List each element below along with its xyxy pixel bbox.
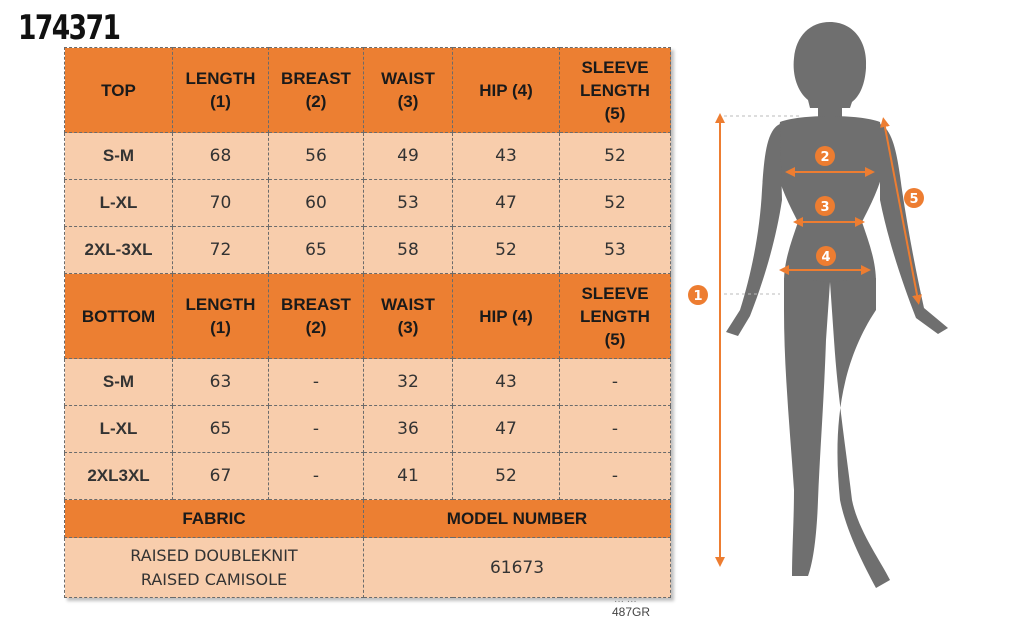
table-cell: 41 xyxy=(363,452,453,500)
table-cell: 58 xyxy=(363,226,453,274)
table-cell: 43 xyxy=(452,358,560,406)
table-cell: - xyxy=(268,405,364,453)
table-cell: 72 xyxy=(172,226,269,274)
table-cell: 53 xyxy=(559,226,671,274)
table-row: L-XL 70 60 53 47 52 xyxy=(64,179,671,227)
table-row: S-M 63-32 43- xyxy=(64,358,671,406)
size-label: 2XL3XL xyxy=(64,452,173,500)
length-arrow xyxy=(715,113,800,567)
model-number-header: MODEL NUMBER xyxy=(363,499,671,538)
marker-1-label: 1 xyxy=(693,289,702,304)
bottom-header-cell: BREAST (2) xyxy=(268,273,364,359)
body-measurement-figure: 1 2 3 4 5 xyxy=(688,22,948,588)
bottom-header-row: BOTTOM LENGTH (1) BREAST (2) WAIST (3) HIP (… xyxy=(64,273,671,359)
bottom-header-cell: WAIST (3) xyxy=(363,273,453,359)
table-row: S-M 68 56 49 43 52 xyxy=(64,132,671,180)
table-cell: - xyxy=(559,358,671,406)
table-cell: - xyxy=(268,452,364,500)
bottom-header-cell: BOTTOM xyxy=(64,273,173,359)
table-cell: - xyxy=(268,358,364,406)
top-header-row: TOP LENGTH (1) BREAST (2) WAIST (3) HIP (4) S… xyxy=(64,47,671,133)
table-cell: 43 xyxy=(452,132,560,180)
cropped-text: ··· ··· xyxy=(614,596,637,604)
table-cell: 52 xyxy=(559,132,671,180)
marker-5-label: 5 xyxy=(909,192,918,207)
product-code: 174371 xyxy=(18,8,121,48)
bottom-section: BOTTOM LENGTH (1) BREAST (2) WAIST (3) HIP (… xyxy=(64,273,671,500)
model-number-value: 61673 xyxy=(363,537,671,598)
table-cell: 56 xyxy=(268,132,364,180)
table-cell: 47 xyxy=(452,405,560,453)
top-header-cell: HIP (4) xyxy=(452,47,560,133)
table-cell: 65 xyxy=(172,405,269,453)
marker-2-label: 2 xyxy=(820,150,829,165)
size-label: S-M xyxy=(64,358,173,406)
size-label: L-XL xyxy=(64,405,173,453)
fabric-value: RAISED DOUBLEKNIT RAISED CAMISOLE xyxy=(64,537,364,598)
sleeve-arrow xyxy=(880,117,922,305)
size-label: L-XL xyxy=(64,179,173,227)
top-header-cell: SLEEVE LENGTH (5) xyxy=(559,47,671,133)
table-cell: 67 xyxy=(172,452,269,500)
table-cell: 32 xyxy=(363,358,453,406)
bottom-header-cell: HIP (4) xyxy=(452,273,560,359)
table-cell: 70 xyxy=(172,179,269,227)
fabric-line-2: RAISED CAMISOLE xyxy=(140,569,288,589)
size-label: 2XL-3XL xyxy=(64,226,173,274)
table-cell: - xyxy=(559,405,671,453)
fabric-section: FABRIC MODEL NUMBER RAISED DOUBLEKNIT RA… xyxy=(64,499,671,598)
top-header-cell: LENGTH (1) xyxy=(172,47,269,133)
bottom-header-cell: SLEEVE LENGTH (5) xyxy=(559,273,671,359)
table-cell: 36 xyxy=(363,405,453,453)
fabric-header: FABRIC xyxy=(64,499,364,538)
table-cell: 63 xyxy=(172,358,269,406)
top-header-cell: BREAST (2) xyxy=(268,47,364,133)
table-row: L-XL 65-36 47- xyxy=(64,405,671,453)
table-cell: 60 xyxy=(268,179,364,227)
fabric-line-1: RAISED DOUBLEKNIT xyxy=(130,545,298,565)
top-header-cell: TOP xyxy=(64,47,173,133)
table-cell: 52 xyxy=(452,452,560,500)
table-cell: 47 xyxy=(452,179,560,227)
marker-3-label: 3 xyxy=(820,200,829,215)
table-row: 2XL-3XL 72 65 58 52 53 xyxy=(64,226,671,274)
table-cell: - xyxy=(559,452,671,500)
table-cell: 49 xyxy=(363,132,453,180)
body-silhouette xyxy=(726,22,948,588)
table-row: 2XL3XL 67-41 52- xyxy=(64,452,671,500)
footnote-code: 487GR xyxy=(612,605,651,619)
size-chart-table: TOP LENGTH (1) BREAST (2) WAIST (3) HIP (4) S… xyxy=(64,47,671,598)
table-cell: 52 xyxy=(559,179,671,227)
table-cell: 52 xyxy=(452,226,560,274)
size-label: S-M xyxy=(64,132,173,180)
marker-4-label: 4 xyxy=(821,250,830,265)
bottom-header-cell: LENGTH (1) xyxy=(172,273,269,359)
table-cell: 65 xyxy=(268,226,364,274)
table-cell: 68 xyxy=(172,132,269,180)
top-header-cell: WAIST (3) xyxy=(363,47,453,133)
top-section: TOP LENGTH (1) BREAST (2) WAIST (3) HIP (4) S… xyxy=(64,47,671,274)
table-cell: 53 xyxy=(363,179,453,227)
